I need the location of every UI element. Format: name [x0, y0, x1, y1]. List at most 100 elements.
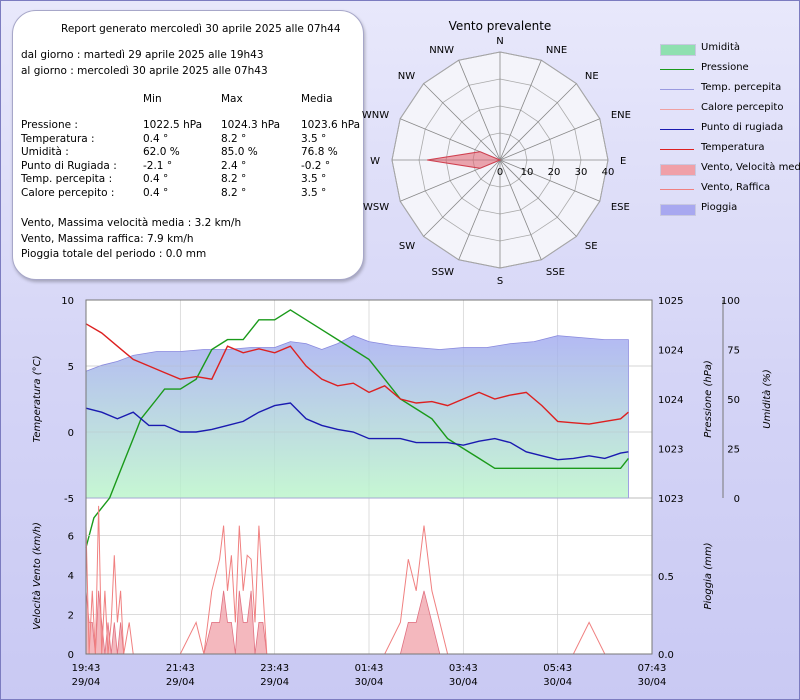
x-tick-date: 29/04	[166, 677, 195, 688]
humidity-area	[85, 335, 629, 499]
col-avg-header: Media	[301, 93, 333, 105]
y3-tick-label: 25	[727, 445, 740, 456]
x-tick-date: 29/04	[72, 677, 101, 688]
stat-label: Temp. percepita :	[21, 173, 113, 185]
y3-axis-label: Umidità (%)	[761, 369, 773, 429]
y-tick-label: 0	[68, 650, 74, 661]
stat-label: Pressione :	[21, 119, 78, 131]
stat-max: 2.4 °	[221, 159, 247, 172]
y3-tick-label: 50	[727, 395, 740, 406]
stat-max: 85.0 %	[221, 146, 258, 158]
rose-spoke	[499, 159, 600, 202]
x-tick-time: 21:43	[166, 663, 195, 674]
legend-label: Pioggia	[701, 202, 738, 213]
stat-avg: -0.2 °	[301, 159, 331, 172]
y2-tick-label: 1024	[658, 395, 683, 406]
col-max-header: Max	[221, 93, 243, 105]
rose-spoke	[458, 60, 501, 161]
wind-rose-chart: Vento prevalente N NNE NE ENE E ESE SE SSE S SSW SW…	[362, 19, 631, 287]
period-to: al giorno : mercoledì 30 aprile 2025 all…	[21, 65, 268, 77]
chart-title: Vento prevalente	[449, 19, 552, 33]
y2-tick-label: 0.0	[658, 650, 674, 661]
radial-tick-label: 40	[602, 167, 615, 178]
stat-label: Punto di Rugiada :	[21, 159, 117, 172]
stat-avg: 1023.6 hPa	[301, 119, 361, 131]
rose-spoke	[423, 83, 501, 161]
rose-spoke	[499, 60, 542, 161]
legend-swatch	[660, 129, 694, 130]
y3-tick-label: 0	[734, 494, 740, 505]
direction-label: ESE	[611, 202, 630, 213]
stat-min: 62.0 %	[143, 146, 180, 158]
y2-tick-label: 1023	[658, 445, 683, 456]
y-tick-label: 2	[68, 611, 74, 622]
x-tick-date: 30/04	[355, 677, 384, 688]
stat-avg: 3.5 °	[301, 173, 327, 185]
radial-tick-label: 0	[497, 167, 503, 178]
legend-label: Umidità	[701, 42, 741, 53]
x-tick-time: 01:43	[355, 663, 384, 674]
direction-label: WSW	[363, 202, 389, 213]
legend-swatch	[660, 89, 694, 90]
direction-label: E	[620, 156, 626, 167]
x-tick-time: 05:43	[543, 663, 572, 674]
rose-spoke	[499, 159, 542, 260]
direction-label: SE	[585, 241, 598, 252]
col-min-header: Min	[143, 93, 162, 105]
stat-min: 1022.5 hPa	[143, 119, 203, 131]
radial-tick-label: 30	[575, 167, 588, 178]
x-tick-date: 30/04	[449, 677, 478, 688]
series-line	[85, 402, 629, 461]
stat-max: 8.2 °	[221, 132, 247, 145]
legend-swatch	[660, 44, 696, 56]
direction-label: SSE	[546, 267, 565, 278]
rose-spoke	[458, 159, 501, 260]
stat-avg: 3.5 °	[301, 186, 327, 199]
summary-panel: Report generato mercoledì 30 aprile 2025…	[12, 10, 364, 280]
direction-label: SSW	[431, 267, 454, 278]
stat-avg: 3.5 °	[301, 132, 327, 145]
stat-max: 8.2 °	[221, 173, 247, 185]
stat-min: -2.1 °	[143, 159, 173, 172]
y2-tick-label: 1024	[658, 346, 683, 357]
direction-label: WNW	[362, 110, 389, 121]
y-tick-label: 10	[61, 296, 74, 307]
wind-gust-summary: Vento, Massima raffica: 7.9 km/h	[21, 233, 194, 245]
y-tick-label: 0	[68, 428, 74, 439]
x-tick-date: 30/04	[638, 677, 667, 688]
legend-swatch	[660, 164, 696, 176]
stat-min: 0.4 °	[143, 132, 169, 145]
radial-tick-label: 20	[548, 167, 561, 178]
legend-label: Temperatura	[701, 142, 765, 153]
weather-timeseries-chart: 19:43 29/04 21:43 29/04 23:43 29/04 01:43 30/04…	[31, 296, 773, 688]
report-title: Report generato mercoledì 30 aprile 2025…	[61, 23, 341, 35]
y-tick-label: 5	[68, 362, 74, 373]
stat-min: 0.4 °	[143, 186, 169, 199]
y2-tick-label: 1023	[658, 494, 683, 505]
direction-label: N	[496, 36, 503, 47]
radial-tick-label: 10	[521, 167, 534, 178]
legend-swatch	[660, 204, 696, 216]
legend-swatch	[660, 189, 694, 190]
rose-series	[427, 151, 502, 169]
direction-label: NNE	[546, 45, 567, 56]
y-axis-label: Velocità Vento (km/h)	[31, 522, 43, 630]
series-line	[85, 323, 629, 425]
rose-spoke	[499, 83, 577, 161]
y3-tick-label: 75	[727, 346, 740, 357]
legend-label: Pressione	[701, 62, 749, 73]
y2-axis-label: Pioggia (mm)	[703, 543, 714, 610]
direction-label: NNW	[429, 45, 454, 56]
y2-tick-label: 1025	[658, 296, 683, 307]
y3-tick-label: 100	[721, 296, 740, 307]
stat-avg: 76.8 %	[301, 146, 338, 158]
stat-min: 0.4 °	[143, 173, 169, 185]
legend-label: Calore percepito	[701, 102, 784, 113]
series-line	[85, 309, 629, 548]
x-tick-time: 03:43	[449, 663, 478, 674]
y2-axis-label: Pressione (hPa)	[703, 360, 714, 438]
rose-spoke	[499, 159, 577, 237]
direction-label: S	[497, 276, 503, 287]
y-tick-label: 6	[68, 532, 74, 543]
